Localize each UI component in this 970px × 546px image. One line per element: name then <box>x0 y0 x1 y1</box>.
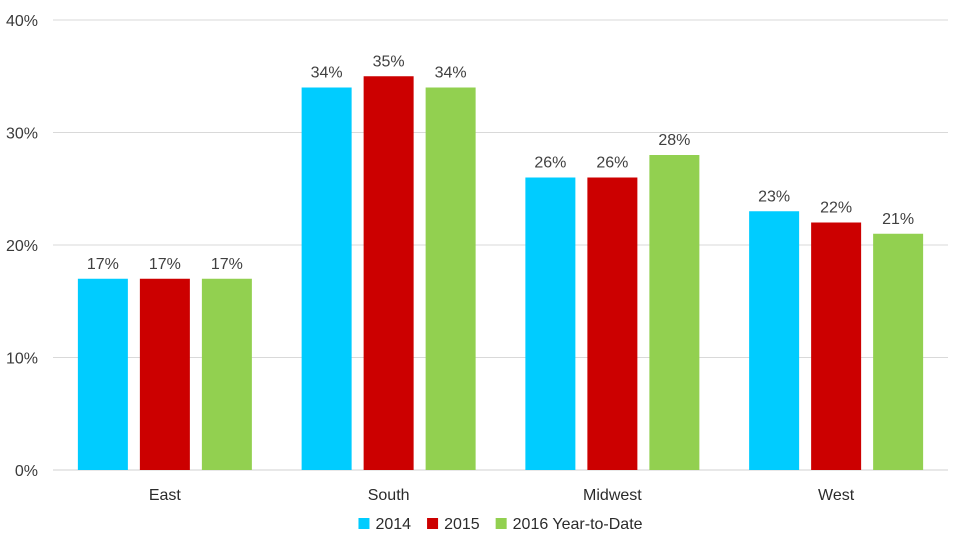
legend-swatch <box>427 518 439 529</box>
bar-south-2015 <box>363 76 414 470</box>
legend-item: 2015 <box>427 516 480 533</box>
legend-item: 2016 Year-to-Date <box>495 516 643 533</box>
legend: 2014 2015 2016 Year-to-Date <box>358 516 643 533</box>
bar-south-2014 <box>301 87 352 470</box>
legend-label: 2014 <box>375 516 411 533</box>
legend-item: 2014 <box>358 516 411 533</box>
bar-midwest-2014 <box>525 177 576 470</box>
data-label: 34% <box>435 65 467 82</box>
data-label: 28% <box>658 132 690 149</box>
bar-west-2014 <box>749 211 800 470</box>
data-labels: 17% 17% 17% 34% 35% 34% 26% 26% 28% 23% 22% 21% <box>87 53 914 273</box>
bar-south-2016-year-to-date <box>425 87 476 470</box>
x-tick-label: West <box>818 487 855 504</box>
bar-east-2015 <box>139 278 190 470</box>
x-tick-label: Midwest <box>583 487 642 504</box>
bar-midwest-2015 <box>587 177 638 470</box>
bar-west-2015 <box>811 222 862 470</box>
legend-label: 2016 Year-to-Date <box>513 516 643 533</box>
y-tick-label: 30% <box>6 126 38 143</box>
y-tick-label: 40% <box>6 13 38 30</box>
y-tick-label: 10% <box>6 351 38 368</box>
data-label: 17% <box>211 256 243 273</box>
y-tick-label: 0% <box>15 463 38 480</box>
data-label: 22% <box>820 200 852 217</box>
data-label: 17% <box>87 256 119 273</box>
bar-east-2016-year-to-date <box>201 278 252 470</box>
data-label: 34% <box>311 65 343 82</box>
bar-west-2016-year-to-date <box>873 233 924 470</box>
data-label: 35% <box>373 53 405 70</box>
x-tick-label: South <box>368 487 410 504</box>
x-tick-label: East <box>149 487 182 504</box>
bars <box>77 76 924 470</box>
data-label: 21% <box>882 211 914 228</box>
data-label: 26% <box>596 155 628 172</box>
legend-label: 2015 <box>444 516 480 533</box>
bar-midwest-2016-year-to-date <box>649 155 700 470</box>
legend-swatch <box>358 518 370 529</box>
data-label: 17% <box>149 256 181 273</box>
data-label: 23% <box>758 188 790 205</box>
data-label: 26% <box>534 155 566 172</box>
y-axis: 0% 10% 20% 30% 40% <box>6 13 38 480</box>
x-axis: East South Midwest West <box>149 487 855 504</box>
bar-east-2014 <box>77 278 128 470</box>
y-tick-label: 20% <box>6 238 38 255</box>
legend-swatch <box>495 518 507 529</box>
